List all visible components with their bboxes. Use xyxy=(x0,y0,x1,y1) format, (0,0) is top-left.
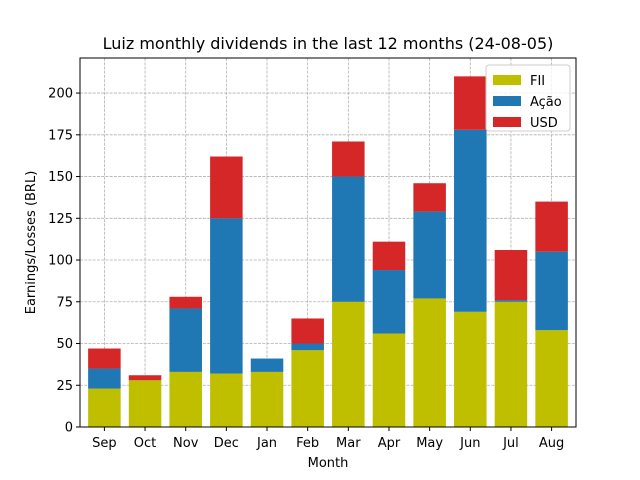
bar-ao-aug xyxy=(535,251,568,331)
x-tick-label: Apr xyxy=(378,436,401,451)
y-tick-label: 75 xyxy=(56,295,73,310)
x-tick-label: Nov xyxy=(173,436,199,451)
bar-usd-jun xyxy=(454,76,487,130)
y-tick-label: 125 xyxy=(48,212,73,227)
bar-usd-nov xyxy=(169,296,202,309)
bar-usd-dec xyxy=(210,156,243,219)
y-tick-label: 50 xyxy=(56,337,73,352)
legend-label: FII xyxy=(530,74,545,89)
x-tick-label: Mar xyxy=(336,436,361,451)
x-tick-label: Aug xyxy=(539,436,564,451)
x-tick-label: May xyxy=(416,436,443,451)
y-tick-label: 25 xyxy=(56,379,73,394)
bar-fii-sep xyxy=(88,388,121,427)
bar-fii-feb xyxy=(291,350,324,427)
x-axis-label: Month xyxy=(308,456,349,471)
bar-usd-mar xyxy=(332,141,365,177)
y-tick-label: 200 xyxy=(48,87,73,102)
bar-fii-nov xyxy=(169,371,202,427)
x-tick-label: Jan xyxy=(256,436,277,451)
bar-ao-jun xyxy=(454,129,487,312)
bar-fii-dec xyxy=(210,373,243,427)
bar-usd-apr xyxy=(372,241,406,271)
bar-usd-oct xyxy=(128,375,162,381)
bar-fii-mar xyxy=(332,301,365,427)
x-tick-label: Dec xyxy=(214,436,239,451)
x-tick-label: Jun xyxy=(459,436,480,451)
bar-ao-dec xyxy=(210,218,243,374)
bar-ao-nov xyxy=(169,308,202,372)
legend-swatch xyxy=(493,75,521,85)
plot-area-frame xyxy=(79,57,577,428)
y-tick-label: 150 xyxy=(48,170,73,185)
bar-usd-sep xyxy=(88,348,121,369)
x-tick-label: Feb xyxy=(296,436,319,451)
y-axis-label: Earnings/Losses (BRL) xyxy=(24,171,39,315)
y-tick-label: 175 xyxy=(48,128,73,143)
bars-layer xyxy=(88,76,568,427)
bar-fii-jan xyxy=(250,371,284,427)
x-tick-label: Oct xyxy=(134,436,156,451)
bar-ao-jan xyxy=(250,358,284,372)
bar-usd-jul xyxy=(494,250,528,301)
legend-swatch xyxy=(493,117,521,127)
bar-ao-feb xyxy=(291,343,324,351)
x-tick-label: Sep xyxy=(92,436,117,451)
y-tick-label: 0 xyxy=(65,421,73,436)
bar-ao-jul xyxy=(494,300,528,302)
bar-ao-sep xyxy=(88,368,121,389)
legend-label: USD xyxy=(530,116,558,131)
bar-usd-feb xyxy=(291,318,324,344)
x-tick-label: Jul xyxy=(502,436,519,451)
legend-label: Ação xyxy=(530,95,562,110)
bar-fii-apr xyxy=(372,333,406,427)
legend: FII Ação USD xyxy=(485,64,571,132)
y-axis: 0 25 50 75 100 125 150 175 200 xyxy=(48,87,80,436)
y-tick-label: 100 xyxy=(48,254,73,269)
bar-usd-may xyxy=(413,183,446,212)
x-axis: Sep Oct Nov Dec Jan Feb Mar Apr May Jun Jul Aug xyxy=(92,427,564,451)
legend-swatch xyxy=(493,96,521,106)
bar-ao-mar xyxy=(332,176,365,302)
bar-fii-jun xyxy=(454,311,487,427)
bar-usd-aug xyxy=(535,201,568,252)
bar-fii-may xyxy=(413,298,446,427)
chart-title: Luiz monthly dividends in the last 12 mo… xyxy=(103,34,554,53)
bar-fii-oct xyxy=(128,380,162,427)
bar-ao-may xyxy=(413,211,446,299)
bar-ao-apr xyxy=(372,270,406,334)
bar-fii-aug xyxy=(535,330,568,427)
bar-fii-jul xyxy=(494,301,528,427)
